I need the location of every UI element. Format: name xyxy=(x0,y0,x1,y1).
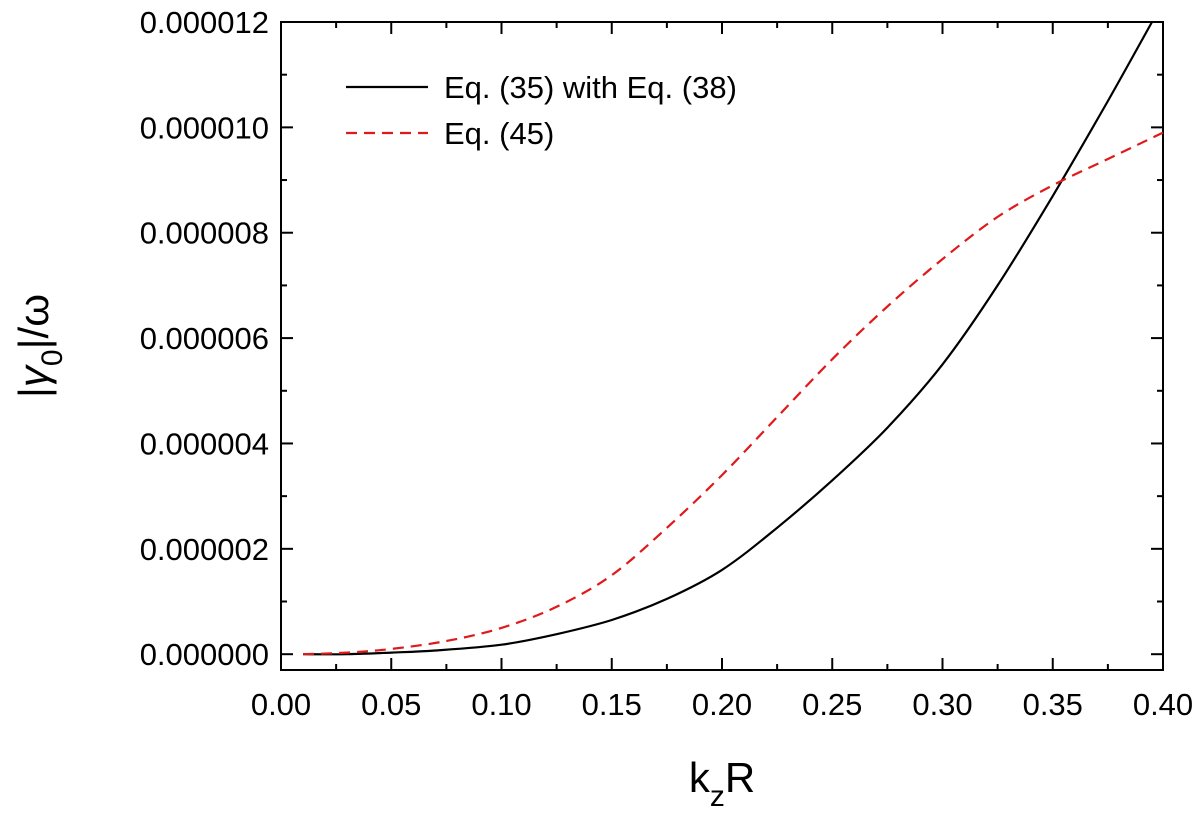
x-tick-label: 0.00 xyxy=(251,687,311,722)
legend: Eq. (35) with Eq. (38) Eq. (45) xyxy=(346,70,737,151)
legend-label: Eq. (45) xyxy=(444,116,554,151)
series-group xyxy=(303,21,1164,656)
x-tick-label: 0.20 xyxy=(692,687,752,722)
x-tick-label: 0.35 xyxy=(1023,687,1083,722)
y-tick-label: 0.000004 xyxy=(140,426,269,461)
axis-ticks xyxy=(280,21,1164,670)
y-tick-label: 0.000000 xyxy=(140,637,269,672)
x-tick-label: 0.25 xyxy=(802,687,862,722)
y-tick-label: 0.000002 xyxy=(140,532,269,567)
x-tick-label: 0.30 xyxy=(912,687,972,722)
plot-frame xyxy=(280,21,1164,671)
series-line-2 xyxy=(303,131,1164,656)
x-tick-label: 0.10 xyxy=(471,687,531,722)
legend-label: Eq. (35) with Eq. (38) xyxy=(444,70,737,105)
y-axis-label: |γ0|/ω xyxy=(10,294,69,398)
series-line-1 xyxy=(303,21,1153,656)
axis-tick-labels: 0.00 0.05 0.10 0.15 0.20 0.25 0.30 0.35 0.40 0.00… xyxy=(140,5,1193,722)
y-tick-label: 0.000010 xyxy=(140,110,269,145)
y-tick-label: 0.000012 xyxy=(140,5,269,40)
x-tick-label: 0.05 xyxy=(361,687,421,722)
x-axis-label: kzR xyxy=(689,754,755,813)
y-tick-label: 0.000006 xyxy=(140,321,269,356)
y-tick-label: 0.000008 xyxy=(140,216,269,251)
x-tick-label: 0.40 xyxy=(1133,687,1193,722)
x-tick-label: 0.15 xyxy=(582,687,642,722)
